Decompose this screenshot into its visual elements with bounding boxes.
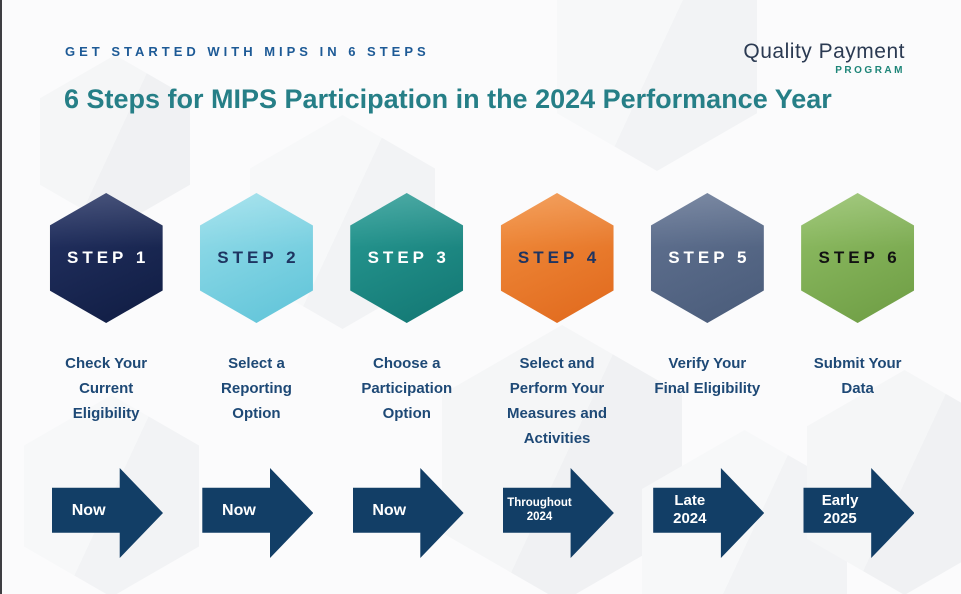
timeline-arrows-row: Now Now Now Throughout 2024 Late 2024 xyxy=(31,468,933,558)
step-2-description: Select a Reporting Option xyxy=(221,355,292,422)
arrow-1-column: Now xyxy=(31,468,181,558)
timeline-arrow-icon: Throughout 2024 xyxy=(502,468,614,558)
step-6-column: STEP 6 Submit Your Data xyxy=(782,193,932,451)
step-3-hexagon: STEP 3 xyxy=(350,193,464,323)
timeline-arrow-icon: Now xyxy=(52,468,163,558)
step-3-column: STEP 3 Choose a Participation Option xyxy=(332,193,482,451)
step-1-timing: Now xyxy=(71,501,106,519)
step-1-column: STEP 1 Check Your Current Eligibility xyxy=(31,193,181,451)
step-3-timing: Now xyxy=(372,501,407,519)
step-2-hexagon: STEP 2 xyxy=(199,193,313,323)
step-6-hexagon: STEP 6 xyxy=(801,193,915,323)
timeline-arrow-icon: Now xyxy=(352,468,464,558)
step-6-label: STEP 6 xyxy=(818,248,901,267)
step-5-timing: Late 2024 xyxy=(673,491,707,528)
arrow-5-column: Late 2024 xyxy=(632,468,782,558)
arrow-2-column: Now xyxy=(181,468,331,558)
step-4-description: Select and Perform Your Measures and Act… xyxy=(507,355,608,447)
arrow-4-column: Throughout 2024 xyxy=(482,468,632,558)
step-4-label: STEP 4 xyxy=(517,248,601,267)
logo-name-text: Quality Payment xyxy=(743,40,905,63)
logo-program-text: PROGRAM xyxy=(835,65,905,77)
step-5-column: STEP 5 Verify Your Final Eligibility xyxy=(632,193,782,451)
step-6-description: Submit Your Data xyxy=(813,355,902,397)
step-5-label: STEP 5 xyxy=(668,248,751,267)
timeline-arrow-icon: Early 2025 xyxy=(803,468,915,558)
timeline-arrow-icon: Late 2024 xyxy=(653,468,765,558)
page-title: 6 Steps for MIPS Participation in the 20… xyxy=(64,84,832,114)
step-1-label: STEP 1 xyxy=(67,248,150,267)
eyebrow-heading: GET STARTED WITH MIPS IN 6 STEPS xyxy=(65,44,430,59)
step-5-hexagon: STEP 5 xyxy=(650,193,764,323)
steps-row: STEP 1 Check Your Current Eligibility ST… xyxy=(31,193,933,451)
arrow-3-column: Now xyxy=(332,468,482,558)
step-2-column: STEP 2 Select a Reporting Option xyxy=(181,193,331,451)
step-4-timing: Throughout 2024 xyxy=(507,496,572,524)
quality-payment-program-logo: Quality Payment PROGRAM xyxy=(743,40,905,76)
step-3-description: Choose a Participation Option xyxy=(361,355,453,422)
timeline-arrow-icon: Now xyxy=(202,468,314,558)
arrow-6-column: Early 2025 xyxy=(782,468,932,558)
step-3-label: STEP 3 xyxy=(367,248,450,267)
step-6-timing: Early 2025 xyxy=(821,491,859,528)
step-1-description: Check Your Current Eligibility xyxy=(65,355,148,422)
step-4-hexagon: STEP 4 xyxy=(500,193,614,323)
step-2-label: STEP 2 xyxy=(217,248,300,267)
step-5-description: Verify Your Final Eligibility xyxy=(654,355,761,397)
step-1-hexagon: STEP 1 xyxy=(49,193,163,323)
step-2-timing: Now xyxy=(222,501,256,519)
step-4-column: STEP 4 Select and Perform Your Measures … xyxy=(482,193,632,451)
